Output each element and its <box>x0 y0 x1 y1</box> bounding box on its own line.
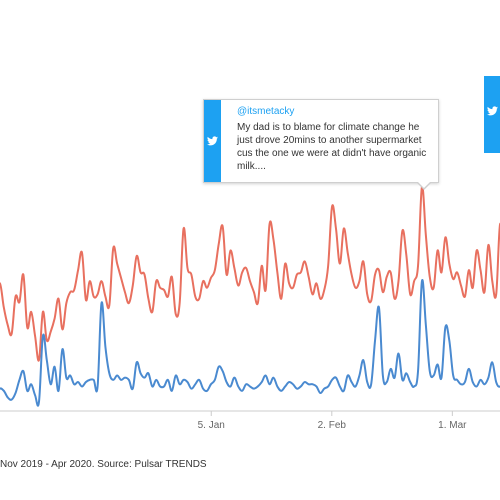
x-tick-label: 5. Jan <box>198 420 225 431</box>
tweet-tooltip-stripe <box>204 100 221 182</box>
tweet-tooltip-pointer <box>417 181 431 188</box>
tweet-tooltip[interactable]: @itsmetacky My dad is to blame for clima… <box>203 99 439 183</box>
x-axis-ticks: 5. Jan 2. Feb 1. Mar <box>198 411 467 431</box>
source-caption: Nov 2019 - Apr 2020. Source: Pulsar TREN… <box>0 459 207 470</box>
x-tick-label: 2. Feb <box>318 420 347 431</box>
series-line-1 <box>0 185 500 362</box>
tweet-handle[interactable]: @itsmetacky <box>237 106 295 117</box>
tweet-tooltip-partial[interactable] <box>484 76 500 153</box>
twitter-bird-icon <box>207 136 218 146</box>
series-group <box>0 185 500 407</box>
twitter-bird-icon <box>487 106 498 116</box>
series-line-2 <box>0 279 500 407</box>
tweet-text: My dad is to blame for climate change he… <box>237 122 427 172</box>
x-tick-label: 1. Mar <box>438 420 467 431</box>
